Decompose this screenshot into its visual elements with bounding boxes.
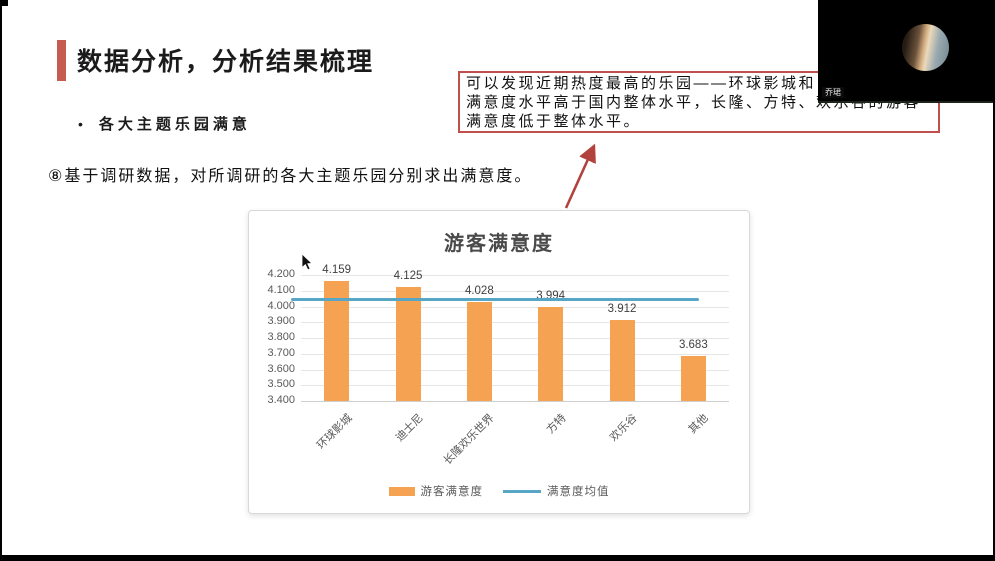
gridline	[301, 290, 729, 292]
screen-edge-left	[0, 0, 2, 561]
gridline	[301, 306, 729, 308]
x-axis-category-label: 方特	[544, 412, 569, 437]
gridline	[301, 369, 729, 371]
annotation-line: 可以发现近期热度最高的乐园——环球影城和	[466, 75, 817, 92]
y-axis-tick-label: 4.000	[267, 299, 295, 312]
y-axis-tick-label: 3.500	[267, 378, 295, 391]
bar	[609, 320, 635, 401]
x-axis-category-label: 长隆欢乐世界	[441, 412, 497, 468]
y-axis-tick-label: 4.100	[267, 283, 295, 296]
title-accent-bar	[57, 40, 66, 81]
x-axis-category-label: 环球影城	[314, 412, 355, 452]
mean-value-line	[291, 297, 699, 301]
y-axis-tick-label: 3.700	[267, 346, 295, 359]
y-axis-tick-label: 3.900	[267, 315, 295, 328]
x-axis-category-label: 迪士尼	[393, 412, 426, 444]
x-axis-category-label: 其他	[686, 412, 711, 437]
annotation-line: 满意度低于整体水平。	[466, 113, 642, 130]
bullet-item: • 各大主题乐园满意	[78, 113, 251, 134]
gridline	[301, 322, 729, 324]
screen-edge-bottom	[0, 555, 995, 561]
bar	[324, 281, 350, 401]
participant-name-label: 乔珺	[822, 87, 844, 98]
gridline	[301, 275, 729, 276]
bar-value-label: 3.994	[536, 290, 566, 303]
gridline	[301, 385, 729, 387]
legend-item-line: 满意度均值	[503, 483, 610, 499]
bar-series-swatch	[388, 486, 415, 496]
gridline	[301, 401, 729, 402]
bullet-marker: •	[78, 115, 83, 132]
legend-item-bars: 游客满意度	[388, 483, 484, 499]
bar-value-label: 3.683	[678, 339, 708, 352]
body-text: ⑧基于调研数据，对所调研的各大主题乐园分别求出满意度。	[48, 168, 533, 185]
legend-label: 满意度均值	[547, 486, 610, 498]
chart-legend: 游客满意度 满意度均值	[249, 483, 749, 499]
y-axis-tick-label: 3.400	[267, 394, 295, 406]
gridline	[301, 353, 729, 355]
participant-avatar	[902, 24, 949, 71]
webcam-video-tile[interactable]: 乔珺	[818, 0, 995, 103]
bar	[538, 307, 564, 401]
chart-card: 游客满意度 3.400 3.500 3.600 3.700 3.800 3.900 4.00…	[248, 210, 750, 514]
y-axis-tick-label: 3.800	[267, 331, 295, 343]
bar-value-label: 4.028	[464, 285, 494, 298]
bullet-text: 各大主题乐园满意	[98, 116, 251, 133]
bar	[680, 356, 706, 401]
annotation-line: 满意度水平高于国内整体水平，长隆、方特、欢乐谷的游客	[466, 94, 922, 111]
slide-title: 数据分析，分析结果梳理	[77, 48, 375, 76]
legend-label: 游客满意度	[420, 486, 483, 498]
bar	[395, 286, 421, 401]
bar	[466, 302, 492, 401]
red-arrow-connector	[564, 143, 596, 209]
screen-corner-mark	[0, 0, 8, 6]
screen-edge-right	[993, 0, 995, 561]
chart-title: 游客满意度	[444, 233, 554, 255]
x-axis-category-label: 欢乐谷	[607, 412, 640, 444]
y-axis-tick-label: 4.200	[267, 268, 295, 280]
bar-value-label: 3.912	[607, 303, 637, 316]
bar-value-label: 4.159	[322, 264, 352, 277]
y-axis-tick-label: 3.600	[267, 362, 295, 375]
bar-value-label: 4.125	[393, 269, 423, 282]
line-series-swatch	[503, 489, 541, 493]
gridline	[301, 338, 729, 339]
